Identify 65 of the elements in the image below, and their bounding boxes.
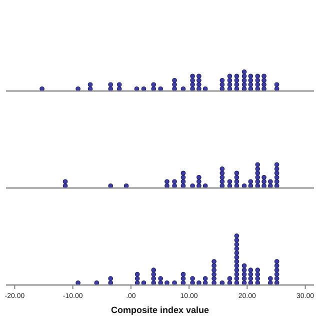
point [190, 74, 195, 79]
point [234, 82, 240, 88]
point [227, 74, 232, 79]
point [255, 179, 260, 184]
point [242, 82, 247, 88]
point [108, 82, 114, 88]
point [262, 179, 266, 184]
x-axis-title: Composite index value [110, 305, 210, 315]
point [234, 170, 240, 176]
point [180, 174, 186, 180]
point [274, 174, 280, 180]
point [248, 74, 254, 79]
point [220, 174, 225, 180]
point [255, 82, 260, 88]
point [180, 170, 186, 176]
point [274, 179, 280, 184]
point [164, 179, 170, 184]
point [234, 179, 240, 184]
point [242, 74, 247, 79]
point [196, 174, 202, 180]
point [62, 179, 68, 184]
point [248, 179, 254, 184]
point [262, 74, 266, 79]
point [227, 82, 232, 88]
point [227, 78, 232, 83]
point [151, 82, 156, 88]
point [274, 170, 280, 176]
point [180, 179, 186, 184]
point [234, 78, 240, 83]
point [196, 179, 202, 184]
point [274, 166, 280, 172]
point [172, 179, 177, 184]
point [274, 162, 280, 168]
point [262, 82, 266, 88]
point [196, 82, 202, 88]
point [220, 82, 225, 88]
point [220, 170, 225, 176]
point [255, 74, 260, 79]
point [172, 78, 177, 83]
point [196, 78, 202, 83]
point [190, 82, 195, 88]
point [274, 82, 280, 88]
point [234, 74, 240, 79]
point [242, 69, 247, 74]
point [220, 166, 225, 172]
point [255, 170, 260, 176]
point [220, 78, 225, 83]
point [255, 166, 260, 172]
point [262, 78, 266, 83]
point [255, 162, 260, 168]
point [255, 174, 260, 180]
point [196, 74, 202, 79]
point [268, 179, 273, 184]
point [172, 82, 177, 88]
point [262, 174, 266, 180]
point [248, 78, 254, 83]
point [227, 179, 232, 184]
point [220, 179, 225, 184]
point [116, 82, 122, 88]
point [234, 174, 240, 180]
point [255, 78, 260, 83]
point [88, 82, 93, 88]
point [190, 78, 195, 83]
point [248, 82, 254, 88]
point [242, 78, 247, 83]
